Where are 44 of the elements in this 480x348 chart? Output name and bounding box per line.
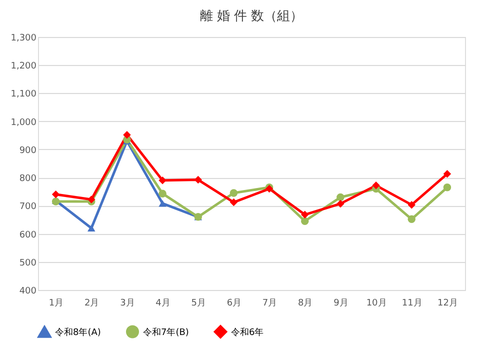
point bbox=[158, 200, 166, 207]
y-tick-label: 400 bbox=[19, 286, 37, 296]
point bbox=[88, 224, 96, 232]
legend-label: 令和6年 bbox=[231, 326, 264, 338]
point bbox=[230, 198, 238, 206]
x-tick-label: 10月 bbox=[366, 298, 387, 308]
point bbox=[336, 200, 344, 208]
x-tick-label: 1月 bbox=[48, 298, 64, 308]
point bbox=[230, 189, 238, 197]
point bbox=[372, 182, 380, 190]
legend-label: 令和8年(A) bbox=[55, 327, 101, 338]
y-tick-label: 600 bbox=[19, 230, 37, 240]
x-tick-label: 11月 bbox=[402, 298, 422, 308]
y-tick-label: 1,200 bbox=[10, 62, 37, 72]
y-tick-label: 500 bbox=[19, 258, 37, 268]
point bbox=[194, 176, 202, 184]
x-tick-label: 8月 bbox=[298, 298, 313, 308]
point bbox=[52, 190, 60, 198]
point bbox=[301, 217, 309, 225]
chart-title: 離 婚 件 数（組） bbox=[200, 9, 304, 24]
legend-label: 令和7年(B) bbox=[143, 326, 189, 338]
y-tick-label: 900 bbox=[19, 146, 37, 156]
x-tick-label: 5月 bbox=[191, 298, 206, 308]
point bbox=[408, 215, 416, 224]
x-tick-label: 3月 bbox=[120, 298, 135, 308]
point bbox=[443, 184, 452, 192]
x-tick-label: 2月 bbox=[84, 298, 100, 308]
y-tick-label: 700 bbox=[19, 202, 37, 212]
point bbox=[158, 176, 166, 184]
y-tick-label: 1,000 bbox=[10, 118, 37, 128]
x-tick-label: 6月 bbox=[226, 298, 242, 308]
point bbox=[443, 170, 452, 178]
x-tick-label: 4月 bbox=[156, 298, 170, 308]
y-tick-label: 1,100 bbox=[10, 90, 37, 100]
y-tick-label: 800 bbox=[19, 174, 37, 184]
y-tick-label: 1,300 bbox=[10, 34, 37, 44]
x-tick-label: 12月 bbox=[437, 298, 458, 308]
point bbox=[158, 190, 166, 198]
point bbox=[123, 130, 131, 139]
point bbox=[408, 200, 416, 209]
x-tick-label: 7月 bbox=[262, 298, 278, 308]
point bbox=[336, 193, 344, 202]
x-tick-label: 9月 bbox=[334, 298, 348, 308]
point bbox=[301, 210, 309, 219]
